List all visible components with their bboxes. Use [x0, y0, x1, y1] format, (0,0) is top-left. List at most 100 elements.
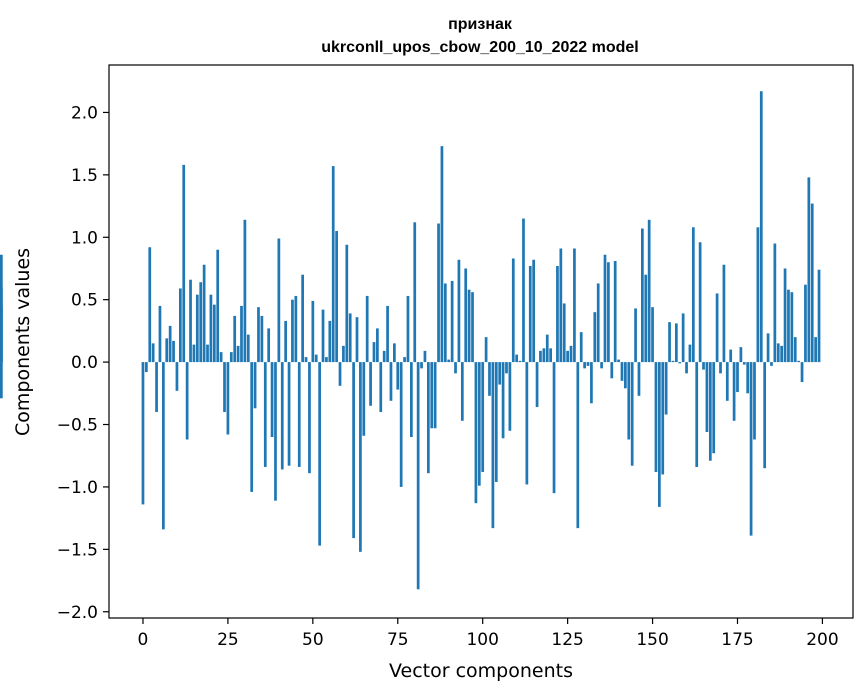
bar-67: [369, 362, 372, 406]
bar-50: [311, 300, 315, 363]
bar-130: [583, 362, 586, 369]
bar-undefined: [0, 362, 3, 399]
bar-80: [413, 222, 417, 363]
bar-71: [382, 350, 386, 363]
bar-32: [250, 362, 254, 492]
bar-8: [168, 325, 172, 363]
bar-97: [471, 292, 474, 363]
bar-110: [515, 354, 519, 363]
bar-155: [668, 322, 671, 363]
bar-96: [467, 289, 471, 363]
bar-153: [661, 362, 665, 475]
bar-51: [314, 354, 318, 363]
bar-169: [715, 293, 719, 363]
bar-148: [644, 274, 648, 363]
bar-61: [348, 313, 352, 363]
bar-129: [579, 332, 583, 363]
x-tick-label: 75: [387, 630, 409, 650]
x-tick-label: 125: [551, 630, 583, 650]
bar-187: [776, 343, 780, 363]
bar-127: [573, 248, 576, 363]
bar-2: [148, 247, 152, 363]
bar-171: [722, 264, 726, 363]
bar-134: [596, 283, 600, 363]
bar-120: [549, 348, 552, 363]
bar-66: [365, 295, 369, 363]
bar-55: [328, 320, 332, 363]
bar-196: [807, 177, 811, 363]
bar-179: [749, 362, 753, 536]
bar-161: [688, 344, 692, 363]
x-tick-label: 100: [466, 630, 498, 650]
bar-69: [376, 328, 379, 363]
bar-162: [691, 227, 695, 363]
bar-25: [226, 362, 230, 435]
x-axis-label: Vector components: [389, 660, 573, 682]
bar-122: [556, 265, 559, 363]
bar-193: [797, 360, 800, 363]
bar-151: [654, 362, 658, 472]
bar-124: [562, 303, 566, 363]
bar-172: [725, 362, 729, 401]
bar-10: [175, 362, 179, 391]
bar-83: [423, 350, 427, 363]
bar-41: [280, 362, 284, 470]
bar-56: [331, 166, 335, 363]
bar-22: [216, 249, 220, 363]
bar-21: [212, 304, 216, 363]
bar-58: [338, 362, 342, 386]
bar-138: [610, 362, 614, 379]
bar-37: [267, 328, 271, 363]
bar-54: [325, 357, 328, 363]
bar-163: [695, 362, 699, 467]
bar-60: [345, 244, 349, 363]
bar-78: [406, 295, 410, 363]
bar-89: [443, 283, 447, 363]
bar-68: [372, 342, 376, 363]
y-axis-label: Components values: [12, 248, 34, 436]
bar-23: [219, 352, 223, 363]
bar-52: [318, 362, 321, 546]
bar-117: [539, 350, 542, 363]
bar-111: [518, 360, 522, 363]
bar-86: [433, 362, 437, 429]
bar-115: [532, 259, 536, 363]
bar-114: [528, 265, 532, 363]
bar-158: [678, 362, 682, 364]
bar-57: [335, 231, 338, 363]
bar-73: [389, 362, 393, 401]
bar-24: [223, 362, 226, 413]
bar-107: [505, 362, 508, 374]
bar-168: [712, 362, 716, 454]
bar-113: [525, 362, 529, 485]
bar-191: [790, 292, 794, 363]
bar-152: [658, 362, 661, 507]
bar-197: [810, 203, 814, 363]
bar-17: [199, 282, 203, 363]
bar-93: [457, 259, 461, 363]
bar-105: [498, 362, 502, 385]
bar-18: [202, 264, 206, 363]
bar-6: [162, 362, 165, 530]
bar-34: [257, 307, 260, 363]
bar-106: [501, 362, 505, 439]
bar-186: [773, 243, 777, 363]
bar-28: [236, 345, 240, 363]
bar-198: [814, 337, 817, 363]
y-tick-label: −0.5: [57, 416, 98, 436]
bar-77: [403, 357, 406, 363]
bar-9: [172, 340, 175, 363]
bar-38: [270, 362, 274, 437]
bar-11: [178, 288, 182, 363]
bar-140: [617, 359, 620, 363]
bar-39: [274, 362, 277, 501]
bar-119: [545, 334, 549, 363]
bar-49: [308, 362, 311, 474]
bar-46: [297, 362, 301, 467]
bar-142: [624, 362, 627, 389]
bar-118: [542, 348, 546, 363]
bar-74: [393, 343, 396, 363]
x-tick-label: 50: [302, 630, 324, 650]
bar-85: [430, 362, 434, 429]
plot-frame: [108, 64, 854, 619]
